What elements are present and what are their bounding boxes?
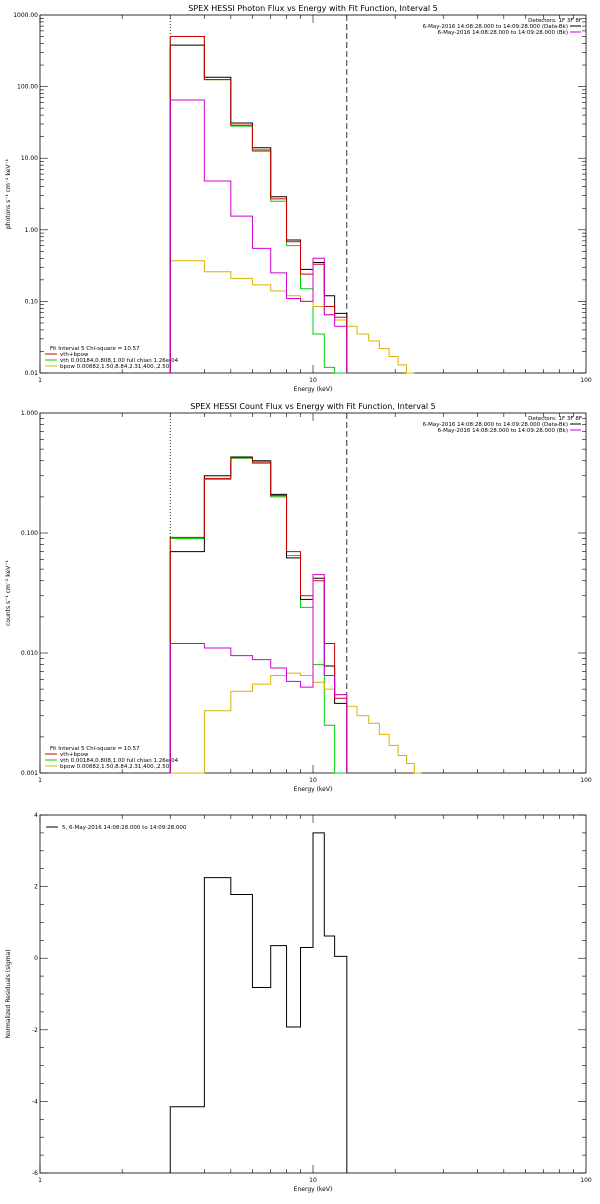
- residuals-legend-left-text: 5, 6-May-2016 14:08:28.000 to 14:09:28.0…: [62, 825, 187, 831]
- photon-series-bpow: [169, 260, 415, 374]
- photon-series-vth: [169, 36, 347, 374]
- photon-legend-right-text: Detectors: 1F 3F 8F: [528, 18, 582, 24]
- count-chart-title: SPEX HESSI Count Flux vs Energy with Fit…: [190, 402, 435, 411]
- count-series-total_fit: [169, 457, 348, 773]
- residuals-x-tick-label: 100: [580, 1177, 592, 1184]
- photon-y-tick-label: 10.00: [21, 155, 38, 162]
- photon-x-tick-label: 1: [38, 377, 42, 384]
- count-legend-right-text: 6-May-2016 14:08:28.000 to 14:09:28.000 …: [423, 422, 568, 428]
- photon-x-tick-label: 10: [309, 377, 317, 384]
- count-legend-left-text: vth 0.00184,0.808,1.00 full chian 1.26e-…: [60, 758, 179, 764]
- count-y-tick-label: 0.100: [21, 530, 38, 537]
- count-y-tick-label: 0.001: [21, 770, 38, 777]
- residuals-series-residuals: [169, 832, 348, 1173]
- photon-legend-left-text: bpow 0.00882,1.50,8.84,2.31,400.,2.50: [60, 364, 170, 370]
- count-x-tick-label: 1: [38, 777, 42, 784]
- photon-legend-left-text: Fit Interval 5 Chi-square = 10.57: [50, 346, 140, 352]
- photon-legend-right-text: 6-May-2016 14:08:28.000 to 14:09:28.000 …: [438, 30, 568, 36]
- residuals-y-tick-label: -2: [32, 1027, 38, 1034]
- photon-y-tick-label: 0.01: [25, 370, 39, 377]
- photon-y-tick-label: 0.10: [25, 298, 39, 305]
- count-x-axis-label: Energy (keV): [294, 786, 333, 793]
- count-series-vth: [169, 457, 347, 774]
- count-x-tick-label: 10: [309, 777, 317, 784]
- count-legend-left-text: vth+bpow: [60, 752, 89, 758]
- residuals-y-axis-label: Normalized Residuals (sigma): [5, 949, 12, 1038]
- count-panel: SPEX HESSI Count Flux vs Energy with Fit…: [5, 402, 592, 793]
- photon-series-total_fit: [169, 36, 348, 373]
- count-y-tick-label: 1.000: [21, 410, 38, 417]
- photon-legend-left-text: vth+bpow: [60, 352, 89, 358]
- count-legend-left-text: bpow 0.00882,1.50,8.84,2.31,400.,2.50: [60, 764, 170, 770]
- count-y-axis-label: counts s⁻¹ cm⁻² keV⁻¹: [5, 560, 12, 626]
- residuals-x-tick-label: 1: [38, 1177, 42, 1184]
- photon-y-axis-label: photons s⁻¹ cm⁻² keV⁻¹: [5, 158, 12, 229]
- photon-y-tick-label: 100.00: [17, 84, 38, 91]
- count-series-background: [169, 574, 348, 773]
- photon-chart-title: SPEX HESSI Photon Flux vs Energy with Fi…: [188, 4, 438, 13]
- residuals-y-tick-label: 2: [34, 884, 38, 891]
- residuals-y-tick-label: -4: [32, 1098, 38, 1105]
- photon-legend-right-text: 6-May-2016 14:08:28.000 to 14:09:28.000 …: [423, 24, 568, 30]
- residuals-x-axis-label: Energy (keV): [294, 1186, 333, 1193]
- count-x-tick-label: 100: [580, 777, 592, 784]
- photon-x-tick-label: 100: [580, 377, 592, 384]
- count-legend-right-text: 6-May-2016 14:08:28.000 to 14:09:28.000 …: [438, 428, 568, 434]
- count-series-data: [169, 456, 348, 773]
- photon-series-data: [169, 44, 348, 373]
- photon-legend-left-text: vth 0.00184,0.808,1.00 full chian 1.26e-…: [60, 358, 179, 364]
- count-legend-left-text: Fit Interval 5 Chi-square = 10.57: [50, 746, 140, 752]
- count-series-bpow: [170, 672, 422, 774]
- photon-y-tick-label: 1000.00: [13, 12, 38, 19]
- count-legend-right-text: Detectors: 1F 3F 8F: [528, 416, 582, 422]
- residuals-y-tick-label: 4: [34, 812, 38, 819]
- photon-series-background: [169, 99, 348, 373]
- photon-x-axis-label: Energy (keV): [294, 386, 333, 393]
- residuals-y-tick-label: -6: [32, 1170, 38, 1177]
- residuals-y-tick-label: 0: [34, 955, 38, 962]
- photon-y-tick-label: 1.00: [25, 227, 39, 234]
- residuals-panel: 1 10 100 Energy (keV) -6 -4 -2 0 2 4 Normalized Re…: [5, 812, 592, 1193]
- residuals-x-tick-label: 10: [309, 1177, 317, 1184]
- count-y-tick-label: 0.010: [21, 650, 38, 657]
- photon-panel: SPEX HESSI Photon Flux vs Energy with Fi…: [5, 4, 592, 393]
